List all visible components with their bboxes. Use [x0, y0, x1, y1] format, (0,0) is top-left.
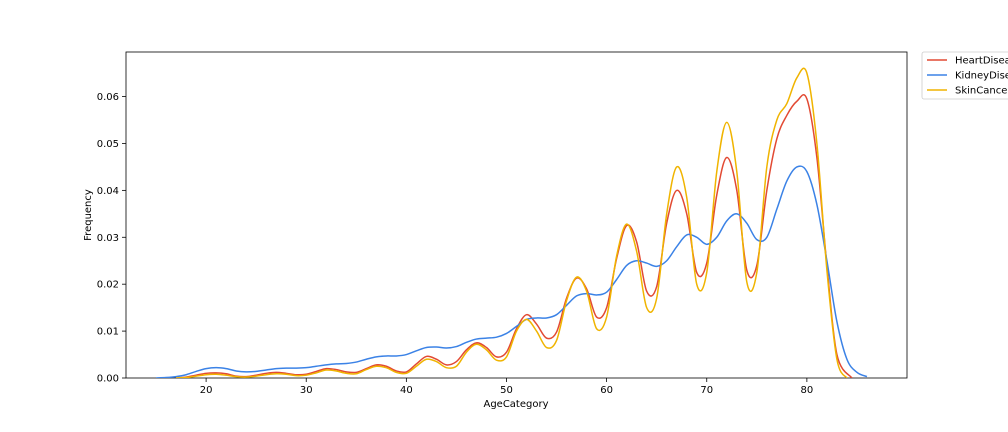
x-tick-label: 20	[200, 385, 213, 396]
x-tick-label: 60	[600, 385, 613, 396]
x-tick-label: 30	[300, 385, 313, 396]
y-axis-label: Frequency	[83, 189, 94, 241]
series-line-skincancer	[176, 67, 848, 378]
x-axis-ticks: 20 30 40 50 60 70 80	[200, 378, 814, 396]
y-tick-label: 0.02	[97, 280, 119, 291]
x-tick-label: 70	[700, 385, 713, 396]
y-tick-label: 0.05	[97, 139, 119, 150]
legend-box	[921, 51, 1008, 100]
y-tick-label: 0.06	[97, 92, 119, 103]
legend: HeartDisease KidneyDisease SkinCancer	[921, 51, 1008, 100]
plot-area	[125, 51, 908, 379]
x-tick-label: 40	[400, 385, 413, 396]
y-axis-ticks: 0.00 0.01 0.02 0.03 0.04 0.05 0.06	[97, 92, 126, 385]
legend-label-skincancer: SkinCancer	[955, 86, 1008, 97]
x-axis-label: AgeCategory	[483, 399, 548, 410]
series-lines	[156, 67, 868, 378]
x-tick-label: 50	[500, 385, 513, 396]
y-tick-label: 0.04	[97, 186, 119, 197]
legend-label-heartdisease: HeartDisease	[955, 56, 1008, 67]
y-tick-label: 0.01	[97, 327, 119, 338]
y-tick-label: 0.03	[97, 233, 119, 244]
y-tick-label: 0.00	[97, 374, 119, 385]
series-line-kidneydisease	[156, 165, 868, 378]
legend-label-kidneydisease: KidneyDisease	[955, 71, 1008, 82]
x-tick-label: 80	[801, 385, 814, 396]
